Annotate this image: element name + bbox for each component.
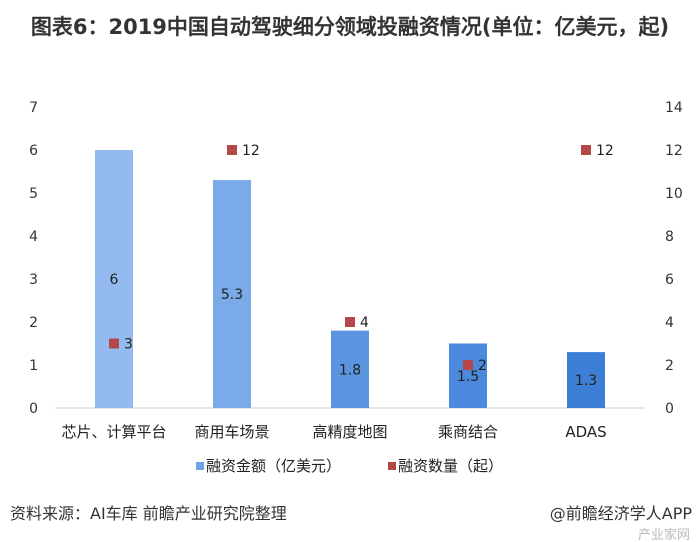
y-left-tick-label: 0 xyxy=(29,401,38,417)
bar xyxy=(213,180,251,408)
bar-data-label: 1.5 xyxy=(457,369,479,385)
y-right-tick-label: 12 xyxy=(665,143,683,159)
bar xyxy=(331,330,369,408)
bar xyxy=(449,343,487,408)
x-tick-label: 乘商结合 xyxy=(438,423,498,441)
y-right-tick-label: 14 xyxy=(665,100,683,116)
scatter-point xyxy=(227,145,237,155)
y-right-tick-label: 0 xyxy=(665,401,674,417)
x-tick-label: 商用车场景 xyxy=(194,423,269,441)
point-data-label: 3 xyxy=(124,337,133,353)
scatter-point xyxy=(581,145,591,155)
legend-label-count: 融资数量（起） xyxy=(398,457,503,475)
y-left-tick-label: 6 xyxy=(29,143,38,159)
point-data-label: 12 xyxy=(242,143,260,159)
scatter-point xyxy=(109,338,119,349)
source-note: 资料来源：AI车库 前瞻产业研究院整理 xyxy=(10,504,287,523)
y-left-tick-label: 4 xyxy=(29,229,38,245)
chart-title: 图表6：2019中国自动驾驶细分领域投融资情况(单位：亿美元，起) xyxy=(30,15,670,39)
y-right-tick-label: 6 xyxy=(665,272,674,288)
x-tick-label: ADAS xyxy=(565,423,606,441)
bar-data-label: 6 xyxy=(110,272,119,288)
legend-swatch-amount xyxy=(196,462,204,470)
chart-canvas: 01234567024681012146芯片、计算平台35.3商用车场景121.… xyxy=(29,100,683,475)
y-right-tick-label: 2 xyxy=(665,358,674,374)
y-left-tick-label: 2 xyxy=(29,315,38,331)
scatter-point xyxy=(463,360,473,370)
bar-data-label: 1.3 xyxy=(575,373,597,389)
point-data-label: 2 xyxy=(478,358,487,374)
legend-swatch-count xyxy=(388,462,396,470)
y-right-tick-label: 10 xyxy=(665,186,683,202)
y-left-tick-label: 7 xyxy=(29,100,38,116)
y-left-tick-label: 1 xyxy=(29,358,38,374)
watermark: 产业家网 xyxy=(637,528,690,542)
point-data-label: 12 xyxy=(596,143,614,159)
bar xyxy=(567,352,605,408)
bar xyxy=(95,150,133,408)
x-tick-label: 芯片、计算平台 xyxy=(61,423,166,441)
y-right-tick-label: 8 xyxy=(665,229,674,245)
scatter-point xyxy=(345,317,355,327)
bar-data-label: 5.3 xyxy=(221,287,243,303)
y-left-tick-label: 3 xyxy=(29,272,38,288)
y-right-tick-label: 4 xyxy=(665,315,674,331)
legend-label-amount: 融资金额（亿美元） xyxy=(206,457,341,475)
bar-data-label: 1.8 xyxy=(339,362,361,378)
credit: @前瞻经济学人APP xyxy=(549,504,692,523)
x-tick-label: 高精度地图 xyxy=(312,423,387,441)
point-data-label: 4 xyxy=(360,315,369,331)
y-left-tick-label: 5 xyxy=(29,186,38,202)
